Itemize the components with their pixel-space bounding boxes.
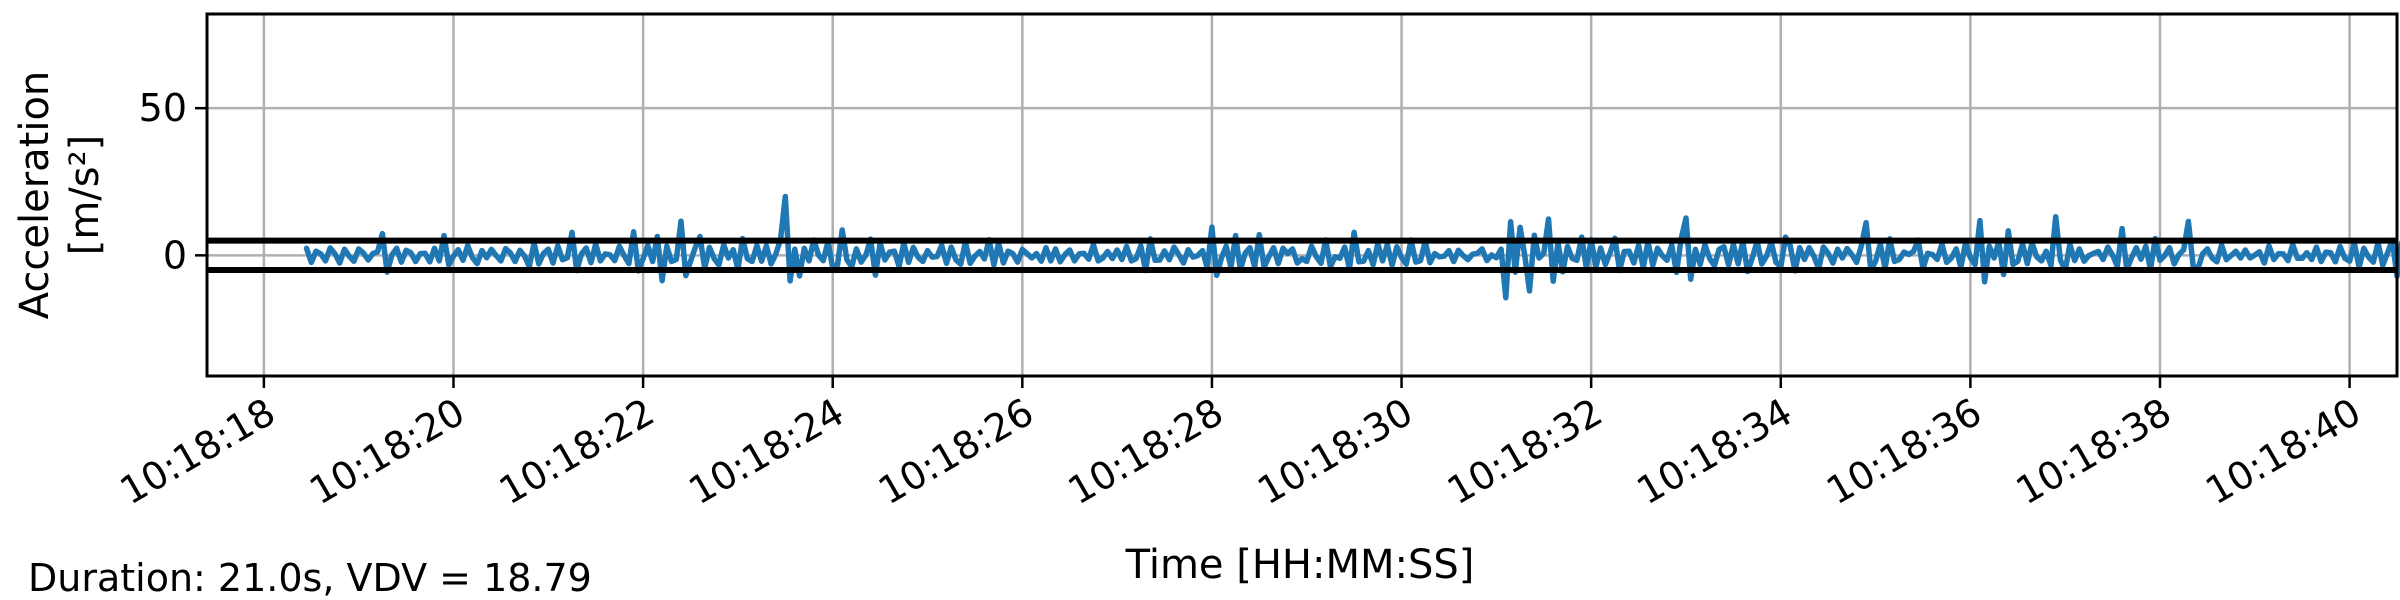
x-tick-label: 10:18:20	[302, 390, 472, 513]
x-tick-label: 10:18:38	[2009, 390, 2179, 513]
y-tick-label: 0	[163, 233, 187, 277]
grid-lines	[207, 14, 2397, 376]
plot-frame	[205, 12, 2399, 378]
y-axis-label-line1: Acceleration	[12, 71, 58, 320]
summary-text: Duration: 21.0s, VDV = 18.79	[28, 556, 592, 600]
x-tick-label: 10:18:22	[492, 390, 662, 513]
acceleration-series-line	[303, 193, 2400, 301]
y-axis-ticks: 0 50	[139, 86, 207, 277]
threshold-lines	[207, 237, 2397, 274]
x-tick-label: 10:18:34	[1629, 390, 1799, 513]
plot-area	[207, 14, 2397, 376]
x-tick-label: 10:18:26	[871, 390, 1041, 513]
x-tick-label: 10:18:36	[1819, 390, 1989, 513]
x-axis-label: Time [HH:MM:SS]	[1125, 542, 1475, 588]
x-tick-label: 10:18:24	[681, 390, 851, 513]
x-tick-label: 10:18:40	[2198, 390, 2368, 513]
y-tick-label: 50	[139, 86, 187, 130]
x-axis-ticks: 10:18:18 10:18:20 10:18:22 10:18:24 10:18:26…	[113, 376, 2368, 513]
y-axis-label-line2: [m/s²]	[62, 135, 108, 256]
x-tick-label: 10:18:28	[1061, 390, 1231, 513]
x-tick-label: 10:18:30	[1250, 390, 1420, 513]
series-layer	[303, 193, 2400, 301]
x-tick-label: 10:18:32	[1440, 390, 1610, 513]
x-tick-label: 10:18:18	[113, 390, 283, 513]
